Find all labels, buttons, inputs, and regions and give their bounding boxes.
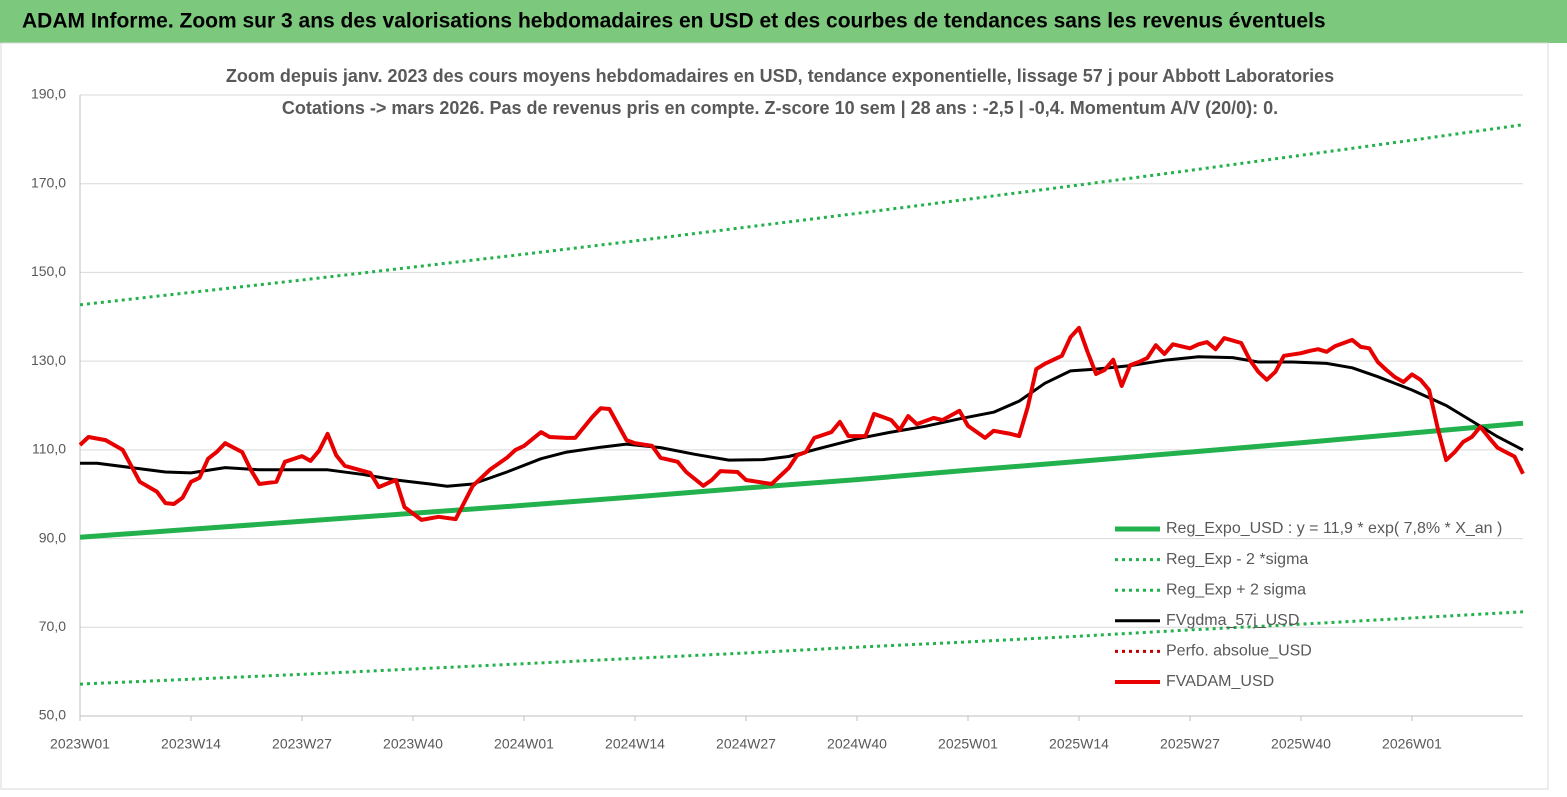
y-tick-label: 190,0 [31, 86, 66, 102]
y-tick-label: 150,0 [31, 263, 66, 279]
x-tick-label: 2023W14 [161, 736, 221, 752]
y-tick-label: 130,0 [31, 352, 66, 368]
legend-label: Reg_Exp + 2 sigma [1166, 581, 1306, 598]
series-line [78, 325, 1525, 522]
x-tick-label: 2024W27 [716, 736, 776, 752]
legend-label: Reg_Exp - 2 *sigma [1166, 551, 1308, 568]
y-tick-label: 170,0 [31, 174, 66, 190]
x-tick-label: 2023W27 [272, 736, 332, 752]
x-tick-label: 2025W40 [1271, 736, 1331, 752]
x-tick-label: 2024W01 [494, 736, 554, 752]
legend-label: FVgdma_57j_USD [1166, 612, 1299, 629]
header-band [0, 0, 1567, 43]
legend-label: Reg_Expo_USD : y = 11,9 * exp( 7,8% * X_… [1166, 520, 1502, 537]
x-tick-label: 2023W01 [50, 736, 110, 752]
series-line [79, 420, 1524, 540]
x-tick-label: 2025W14 [1049, 736, 1109, 752]
x-tick-label: 2023W40 [383, 736, 443, 752]
x-tick-label: 2024W40 [827, 736, 887, 752]
series-line [79, 610, 1524, 686]
series-line [79, 123, 1524, 307]
legend-label: Perfo. absolue_USD [1166, 643, 1312, 660]
x-tick-label: 2024W14 [605, 736, 665, 752]
legend: Reg_Expo_USD : y = 11,9 * exp( 7,8% * X_… [1115, 520, 1502, 690]
y-tick-label: 70,0 [39, 618, 66, 634]
plot [78, 123, 1525, 686]
chart-subtitle: Cotations -> mars 2026. Pas de revenus p… [282, 98, 1278, 118]
y-tick-label: 50,0 [39, 707, 66, 723]
header-title: ADAM Informe. Zoom sur 3 ans des valoris… [22, 10, 1326, 33]
x-tick-label: 2025W01 [938, 736, 998, 752]
legend-label: FVADAM_USD [1166, 673, 1274, 690]
x-tick-label: 2025W27 [1160, 736, 1220, 752]
x-tick-label: 2026W01 [1382, 736, 1442, 752]
chart-frame [0, 42, 1549, 790]
chart-title: Zoom depuis janv. 2023 des cours moyens … [226, 66, 1334, 86]
y-tick-label: 90,0 [39, 529, 66, 545]
y-tick-label: 110,0 [32, 441, 66, 457]
